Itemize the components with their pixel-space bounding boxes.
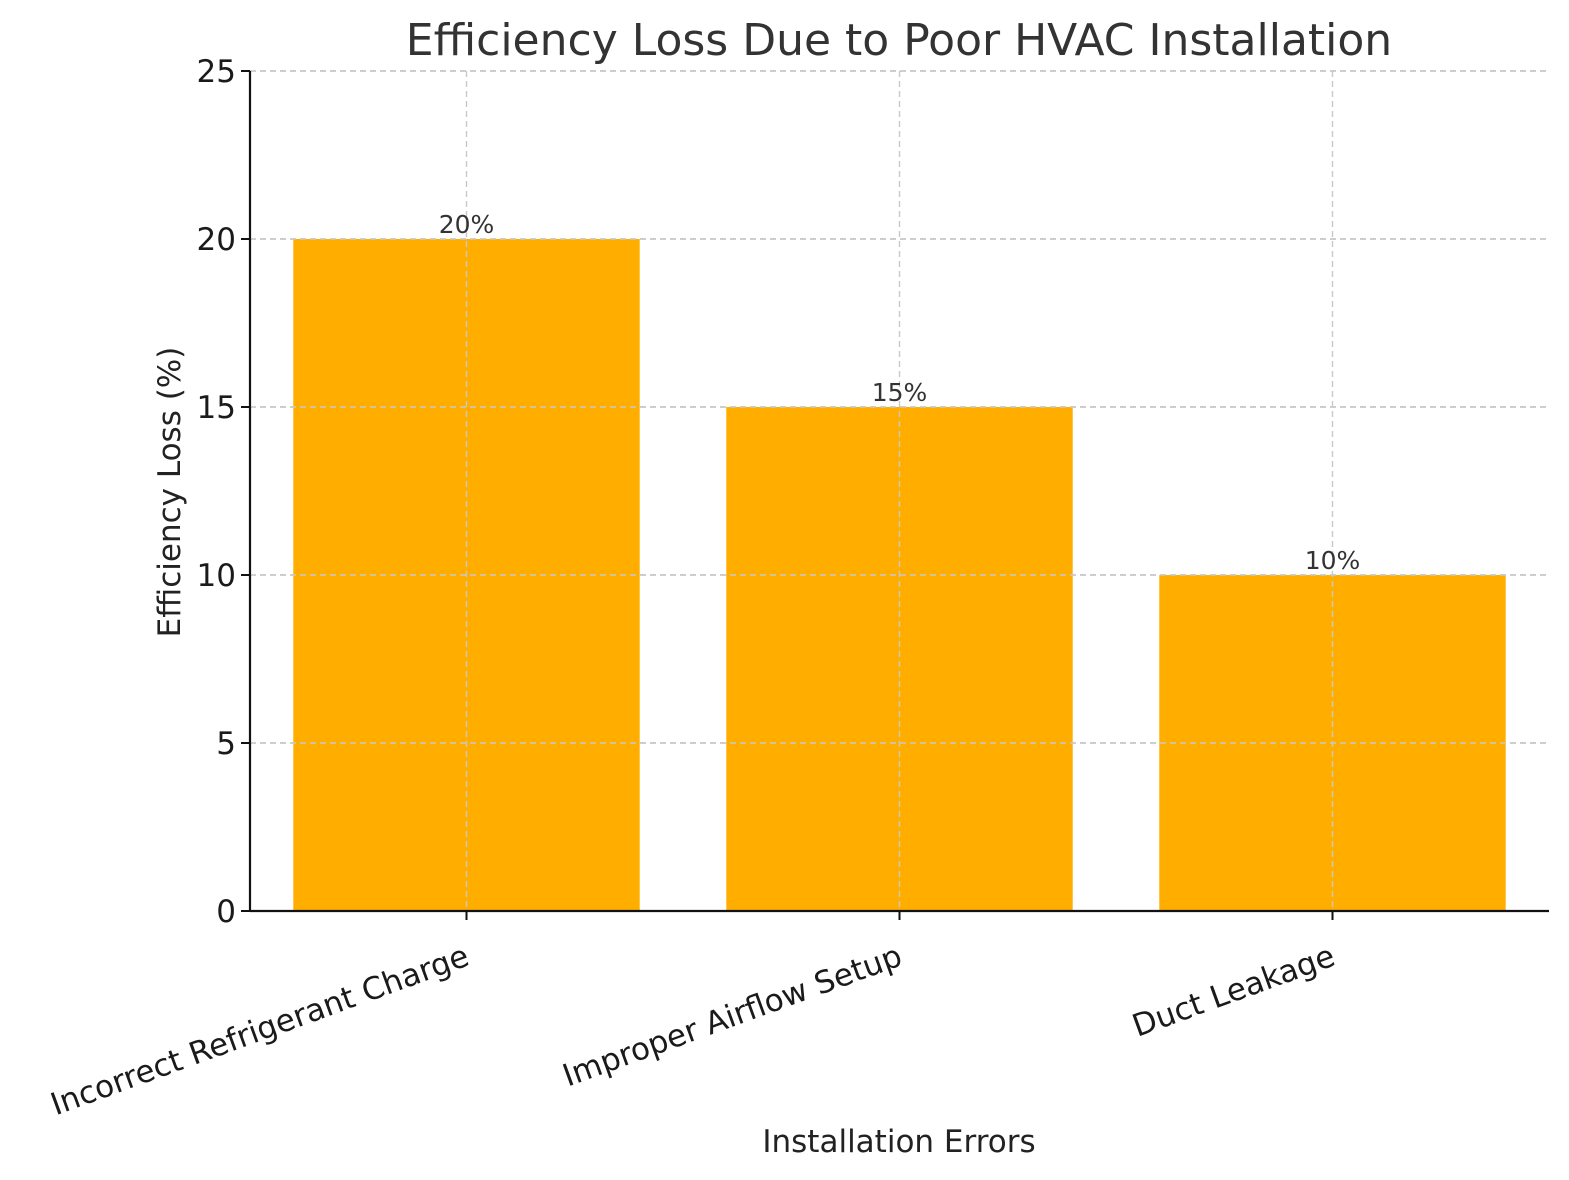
vertical-grid-layer <box>250 70 1549 911</box>
y-tick-label: 25 <box>197 54 236 90</box>
data-label: 10% <box>1305 546 1361 575</box>
y-axis-label: Efficiency Loss (%) <box>152 347 188 638</box>
x-tick-label: Improper Airflow Setup <box>558 938 907 1094</box>
data-label: 15% <box>872 378 928 407</box>
x-axis-label: Installation Errors <box>762 1124 1035 1160</box>
x-tick-label: Duct Leakage <box>1128 938 1340 1045</box>
y-tick-label: 0 <box>216 894 236 930</box>
y-tick-label: 5 <box>216 726 236 762</box>
data-label: 20% <box>439 210 495 239</box>
chart-title: Efficiency Loss Due to Poor HVAC Install… <box>406 15 1392 66</box>
y-tick-label: 10 <box>197 558 236 594</box>
axes-layer <box>241 70 1549 920</box>
x-tick-label: Incorrect Refrigerant Charge <box>46 938 474 1123</box>
y-tick-label: 15 <box>197 390 236 426</box>
y-tick-label: 20 <box>197 222 236 258</box>
